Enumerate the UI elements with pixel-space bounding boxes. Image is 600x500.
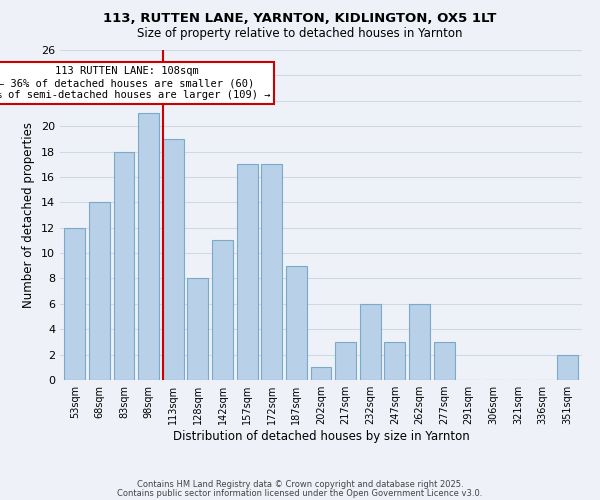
Bar: [236, 164, 257, 380]
Bar: [261, 164, 282, 380]
Text: Size of property relative to detached houses in Yarnton: Size of property relative to detached ho…: [137, 28, 463, 40]
Bar: [434, 342, 455, 380]
X-axis label: Distribution of detached houses by size in Yarnton: Distribution of detached houses by size …: [173, 430, 469, 443]
Bar: [286, 266, 307, 380]
Bar: [64, 228, 85, 380]
Bar: [409, 304, 430, 380]
Bar: [212, 240, 233, 380]
Bar: [335, 342, 356, 380]
Text: Contains public sector information licensed under the Open Government Licence v3: Contains public sector information licen…: [118, 488, 482, 498]
Bar: [311, 368, 331, 380]
Bar: [385, 342, 406, 380]
Text: Contains HM Land Registry data © Crown copyright and database right 2025.: Contains HM Land Registry data © Crown c…: [137, 480, 463, 489]
Y-axis label: Number of detached properties: Number of detached properties: [22, 122, 35, 308]
Bar: [89, 202, 110, 380]
Bar: [163, 139, 184, 380]
Bar: [557, 354, 578, 380]
Bar: [138, 114, 159, 380]
Text: 113 RUTTEN LANE: 108sqm
← 36% of detached houses are smaller (60)
64% of semi-de: 113 RUTTEN LANE: 108sqm ← 36% of detache…: [0, 66, 270, 100]
Bar: [360, 304, 381, 380]
Bar: [187, 278, 208, 380]
Text: 113, RUTTEN LANE, YARNTON, KIDLINGTON, OX5 1LT: 113, RUTTEN LANE, YARNTON, KIDLINGTON, O…: [103, 12, 497, 26]
Bar: [113, 152, 134, 380]
